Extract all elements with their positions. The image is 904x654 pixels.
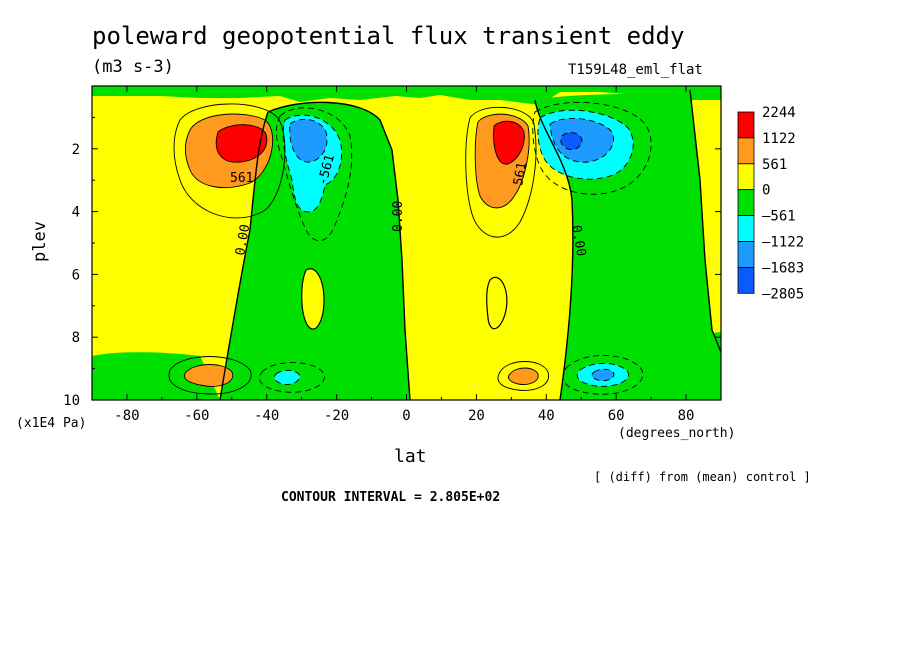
region-red-north-upper xyxy=(493,121,525,165)
contour-zero-south-left xyxy=(219,111,269,400)
x-tick-label: 40 xyxy=(538,408,555,424)
x-tick-label: 0 xyxy=(402,408,410,424)
contour-pocket-south xyxy=(301,268,325,330)
x-axis-label: lat xyxy=(394,446,427,467)
region-green-lower-right xyxy=(640,332,721,400)
legend-label: 1122 xyxy=(762,131,796,147)
region-cyan-south-lower xyxy=(274,370,300,385)
legend-label: 2244 xyxy=(762,105,796,121)
x-tick-label: -80 xyxy=(114,408,139,424)
y-tick-label: 8 xyxy=(72,330,80,346)
contour-label-561-south: 561 xyxy=(230,171,253,186)
region-green-lower-left xyxy=(92,352,220,400)
contour-neg-north-lower-3 xyxy=(591,368,615,382)
contour-neg-north-lower-1 xyxy=(562,355,644,395)
legend-label: –2805 xyxy=(762,286,804,302)
contour-pocket-north xyxy=(486,276,508,330)
contour-pos-north-lower-2 xyxy=(507,367,539,385)
contour-pos-south-1 xyxy=(173,103,286,219)
region-deepblue-north-upper xyxy=(560,132,582,150)
contour-label-zero-center: 0.00 xyxy=(391,201,406,232)
x-tick-label: 80 xyxy=(678,408,695,424)
contour-zero-north xyxy=(534,99,574,400)
run-name: T159L48_eml_flat xyxy=(568,62,703,78)
contour-neg-south-2 xyxy=(282,114,343,213)
y-tick-label: 2 xyxy=(72,142,80,158)
y-tick-label: 4 xyxy=(72,205,80,221)
x-tick-label: 60 xyxy=(608,408,625,424)
contour-pos-north-1 xyxy=(465,106,537,238)
contour-pos-south-lower-1 xyxy=(168,356,252,395)
legend-swatch xyxy=(737,111,755,139)
legend-swatch xyxy=(737,241,755,268)
region-red-south-upper xyxy=(216,124,267,163)
legend-swatch xyxy=(737,189,755,216)
contour-pos-south-lower-2 xyxy=(184,364,234,387)
legend-swatch xyxy=(737,163,755,191)
region-yellow-pocket-north xyxy=(486,277,507,329)
y-tick-label: 10 xyxy=(63,393,80,409)
diff-note: [ (diff) from (mean) control ] xyxy=(594,470,811,484)
region-blue-south-upper xyxy=(289,119,328,163)
x-axis: -80 -60 -40 -20 0 20 40 60 80 xyxy=(91,86,722,424)
x-tick-label: 20 xyxy=(468,408,485,424)
contour-label-zero-south: 0.00 xyxy=(233,223,253,256)
legend-label: –1683 xyxy=(762,260,804,276)
color-legend: 2244 1122 561 0 –561 –1122 –1683 –2805 xyxy=(737,105,804,302)
x-tick-label: -20 xyxy=(324,408,349,424)
chart-units: (m3 s-3) xyxy=(92,57,174,77)
contour-pos-north-3 xyxy=(493,120,525,165)
y-axis-units: (x1E4 Pa) xyxy=(16,416,87,431)
contour-neg-south-1 xyxy=(275,107,353,242)
contour-neg-north-3 xyxy=(549,118,614,163)
contour-label-zero-north: 0.00 xyxy=(568,224,588,257)
y-tick-label: 6 xyxy=(72,267,80,283)
region-orange-north-lower xyxy=(508,368,539,385)
region-orange-south-lower xyxy=(184,364,233,387)
contour-label-561-north: 561 xyxy=(511,161,530,187)
contour-interval: CONTOUR INTERVAL = 2.805E+02 xyxy=(281,490,501,505)
legend-swatch xyxy=(737,266,755,294)
contour-neg-south-lower-2 xyxy=(273,369,301,385)
legend-swatch xyxy=(737,137,755,165)
legend-label: 561 xyxy=(762,157,787,173)
region-yellow-pocket-south xyxy=(301,268,324,330)
x-axis-units: (degrees_north) xyxy=(618,426,736,441)
contour-pos-south-3 xyxy=(215,124,268,163)
contour-pos-north-lower-1 xyxy=(497,361,549,391)
legend-label: –561 xyxy=(762,209,796,225)
contour-zero-south xyxy=(267,101,411,400)
legend-label: 0 xyxy=(762,183,770,199)
contour-pos-south-2 xyxy=(185,113,273,189)
x-tick-label: -60 xyxy=(184,408,209,424)
x-tick-label: -40 xyxy=(254,408,279,424)
region-green-mid-south xyxy=(220,102,410,400)
legend-label: –1122 xyxy=(762,235,804,251)
contour-pos-north-2 xyxy=(474,113,530,209)
contour-neg-south-3 xyxy=(289,118,328,163)
chart-title: poleward geopotential flux transient edd… xyxy=(92,22,685,50)
region-blue-north-lower xyxy=(591,369,614,381)
contour-neg-north-4 xyxy=(560,132,583,151)
contour-neg-north-2 xyxy=(537,109,634,180)
contour-neg-south-lower-1 xyxy=(259,362,325,393)
y-axis: 2 4 6 8 10 xyxy=(63,116,721,409)
region-green-top xyxy=(92,86,721,105)
legend-swatch xyxy=(737,215,755,242)
